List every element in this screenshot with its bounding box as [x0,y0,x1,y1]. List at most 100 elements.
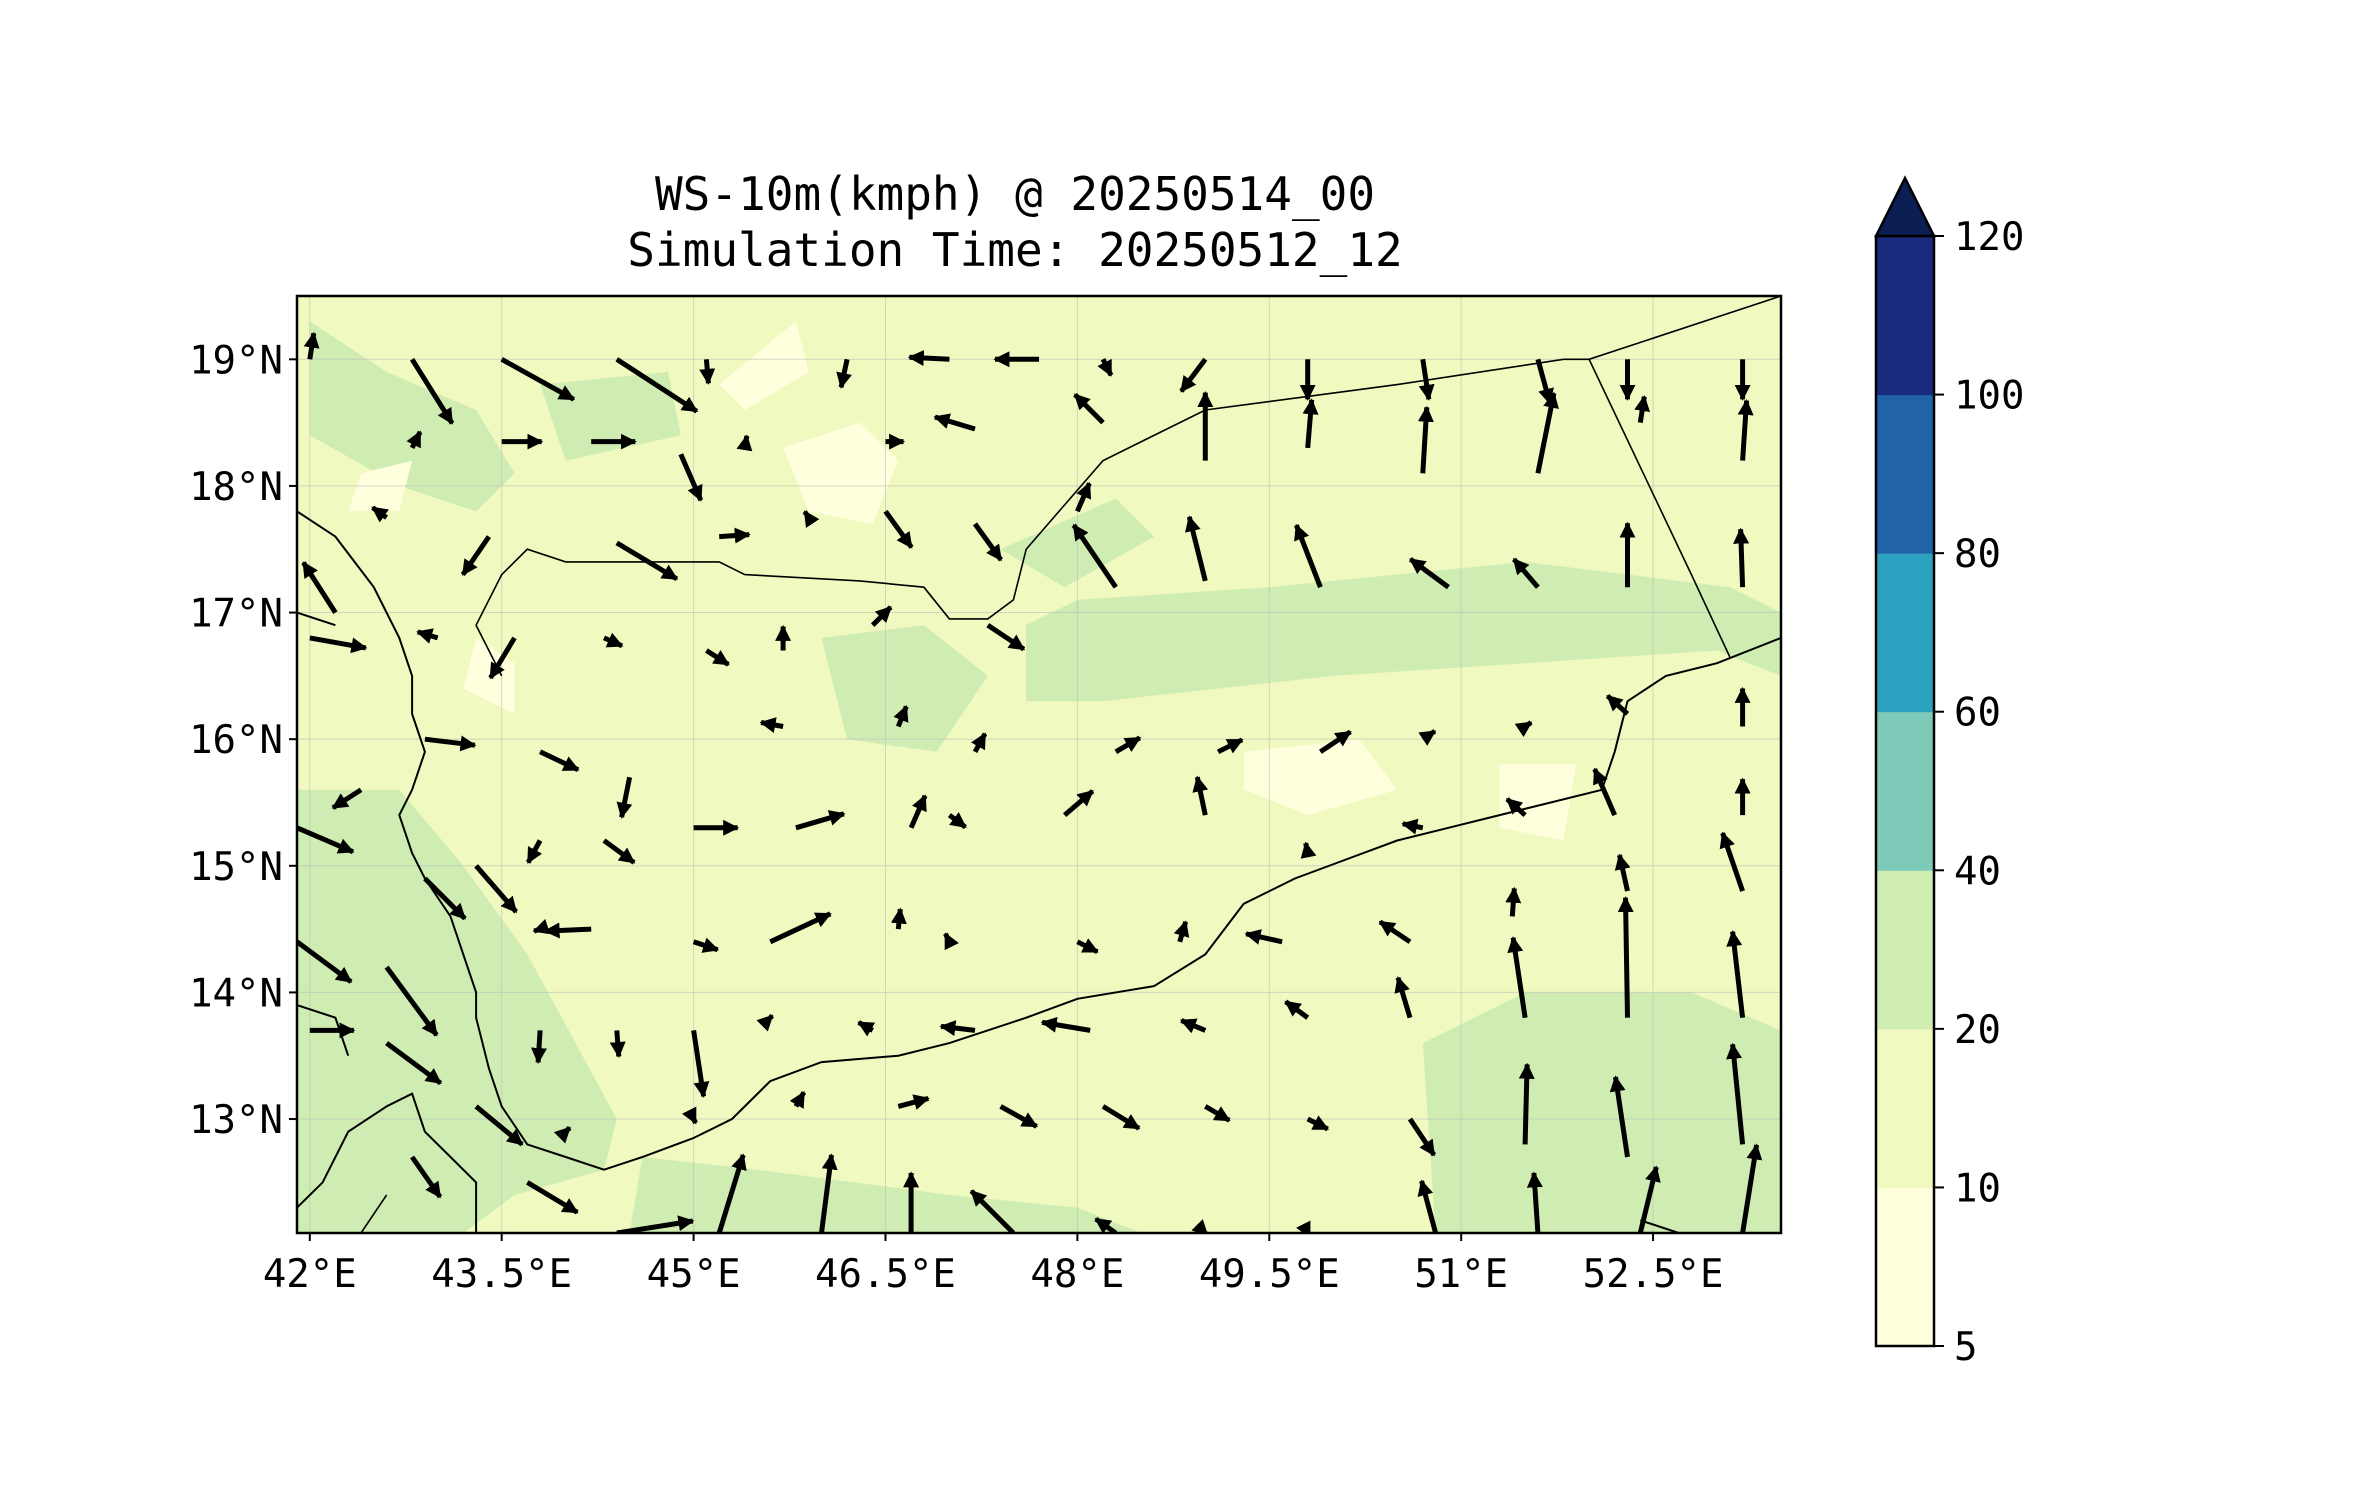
wind-arrow [1204,1104,1231,1123]
field-region-5-10 [1499,764,1577,841]
wind-arrow [616,1215,695,1233]
field-region-5-10 [1243,739,1398,816]
longitude-ticks: 42°E 43.5°E 45°E 46.5°E 48°E 49.5°E 51°E 52.5°E [263,1233,1724,1297]
border-line [475,296,1781,677]
colorbar-segments [1876,236,1934,1347]
wind-arrow [1609,1075,1630,1158]
wind-arrow [1062,789,1095,817]
wind-arrow [1378,919,1412,944]
wind-arrow [1244,929,1283,945]
map-panel: 42°E 43.5°E 45°E 46.5°E 48°E 49.5°E 51°E 52.5°E… [189,294,1783,1297]
wind-arrow [609,1030,626,1058]
wind-arrow [897,1094,930,1110]
wind-arrow [1075,481,1092,513]
wind-arrow [908,794,928,829]
wind-arrow [986,623,1026,652]
wind-arrow [819,1153,838,1233]
wind-arrow [1076,938,1099,955]
lat-tick-label: 14°N [189,971,283,1016]
wind-arrow [1192,775,1209,816]
wind-arrow [1179,357,1208,393]
wind-arrow [1417,1179,1439,1233]
wind-arrow [692,937,720,953]
field-region-20-40 [1026,561,1781,702]
field-region-20-40 [540,372,681,461]
lon-tick-label: 46.5°E [815,1252,956,1297]
wind-arrow [857,1020,876,1037]
colorbar-tick-label: 20 [1954,1008,2001,1053]
wind-arrow [531,1030,547,1064]
wind-arrow [488,636,517,680]
title-line-2: Simulation Time: 20250512_12 [627,223,1402,277]
coastline [1639,1219,1680,1233]
lon-tick-label: 43.5°E [431,1252,572,1297]
field-region-20-40 [297,789,617,1233]
wind-arrow [1284,999,1310,1020]
colorbar-frame [1874,234,1936,1348]
wind-arrow [409,357,455,425]
colorbar-tick-label: 10 [1954,1166,2001,1211]
wind-arrow [1526,1171,1543,1233]
wind-arrow [1535,391,1559,474]
wind-arrow [883,509,914,549]
wind-arrow [1605,694,1630,716]
colorbar-tick-label: 5 [1954,1325,1977,1370]
wind-arrow [1179,1018,1207,1034]
wind-arrow [301,561,338,614]
colorbar-segment [1876,236,1934,396]
wind-arrow [969,1189,1016,1233]
border-line [1588,358,1731,658]
wind-arrow [460,535,491,577]
wind-arrow [678,453,704,502]
wind-arrow [1507,936,1528,1019]
wind-arrow [303,331,320,360]
wind-arrow [385,1041,443,1086]
country-borders [360,296,1781,1233]
colorbar-tick-label: 40 [1954,849,2001,894]
wind-arrow [1040,1016,1091,1033]
wind-arrow [939,1020,976,1037]
coastline [297,510,1781,1171]
wind-arrow [682,1106,698,1125]
lat-tick-label: 17°N [189,592,283,637]
wind-arrow [972,522,1004,562]
lon-tick-label: 52.5°E [1583,1252,1724,1297]
lat-tick-label: 15°N [189,845,283,890]
wind-arrow [890,907,907,930]
wind-arrow [699,359,716,385]
wind-arrow [525,839,543,864]
wind-arrow [1505,886,1522,917]
latitude-ticks: 13°N 14°N 15°N 16°N 17°N 18°N 19°N [189,338,297,1143]
colorbar-segment [1876,553,1934,713]
wind-vectors [297,331,1763,1233]
wind-arrow [716,1153,747,1233]
colorbar-segment [1876,394,1934,554]
field-region-20-40 [309,321,515,512]
colorbar-tick-label: 80 [1954,532,2001,577]
colorbar-tick-label: 60 [1954,691,2001,736]
wind-arrow [907,350,950,367]
wind-arrow [870,605,893,627]
lon-tick-label: 51°E [1414,1252,1508,1297]
wind-arrow [406,430,423,450]
wind-arrow [1505,797,1527,817]
colorbar-tick-label: 100 [1954,374,2024,419]
field-region-20-40 [821,625,988,752]
wind-arrow [532,918,551,935]
wind-arrow [602,838,636,865]
map-frame [295,294,1783,1235]
wind-arrow [1514,720,1533,738]
wind-arrow [384,965,439,1037]
wind-arrow [616,776,633,819]
wind-arrow [1114,735,1142,754]
wind-arrow [1637,1165,1661,1233]
coastlines [297,510,1781,1233]
wind-arrow [769,911,832,945]
colorbar-tick-label: 120 [1954,215,2024,260]
wind-arrow [1401,818,1424,835]
wind-arrow [1294,523,1323,589]
wind-arrow [526,1180,579,1215]
field-region-5-10 [783,422,899,524]
wind-arrow [602,632,624,649]
wind-arrow [1417,405,1434,474]
